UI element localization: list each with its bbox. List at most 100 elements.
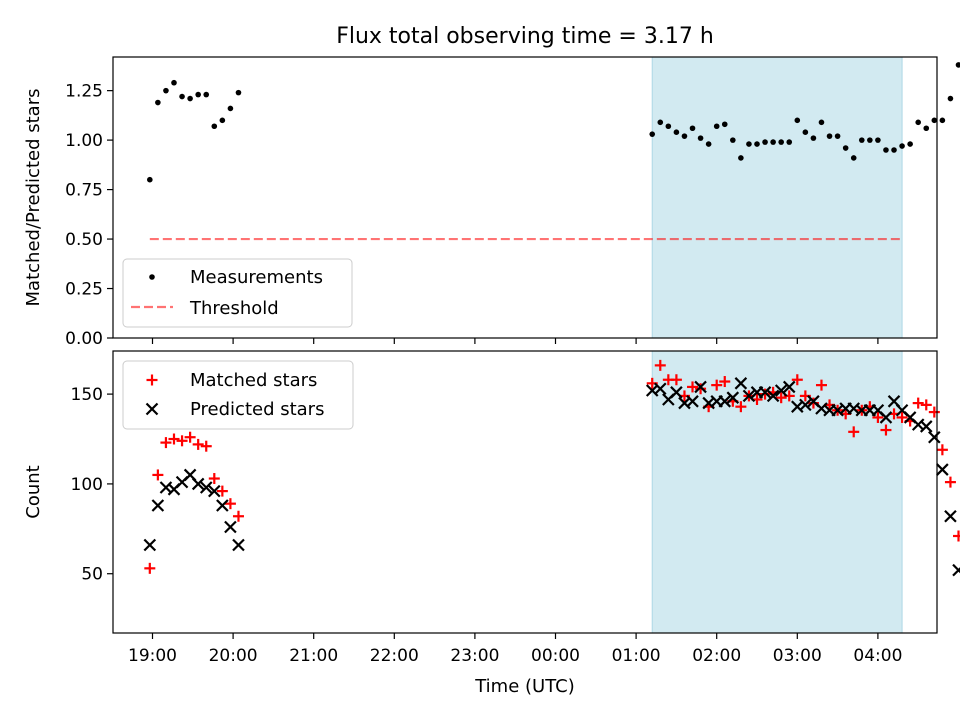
matched-star-point — [719, 376, 731, 388]
bottom-legend: Matched stars Predicted stars — [122, 360, 354, 430]
x-stroke-b — [742, 389, 756, 403]
predicted-star-point — [208, 484, 221, 498]
x-stroke-b — [903, 411, 917, 424]
bottom-x-tick-label: 23:00 — [450, 646, 499, 666]
x-stroke-b — [694, 380, 707, 394]
measurement-point — [705, 141, 712, 147]
chart-title: Flux total observing time = 3.17 h — [336, 24, 714, 49]
x-stroke-b — [654, 382, 667, 395]
measurement-point — [858, 137, 865, 143]
measurement-point — [649, 131, 656, 137]
bottom-y-axis-label: Count — [23, 465, 44, 518]
measurement-point — [195, 91, 201, 98]
bottom-panel: 50 100 150 19:00 20:00 21:00 22:00 23:00 00:00 0… — [23, 350, 960, 697]
matched-star-point — [176, 435, 188, 447]
bottom-x-tick-label: 04:00 — [853, 646, 902, 666]
predicted-star-point — [799, 398, 812, 412]
predicted-star-point — [232, 538, 245, 552]
bottom-y-axis: 50 100 150 — [71, 385, 113, 585]
matched-star-point — [896, 411, 908, 423]
matched-star-point — [670, 374, 682, 386]
top-x-ticks — [151, 338, 879, 344]
predicted-star-point — [151, 499, 165, 512]
matched-star-point — [936, 444, 948, 456]
predicted-star-point — [216, 499, 229, 512]
top-y-tick-label: 0.75 — [65, 181, 103, 201]
legend-x-glyph — [145, 402, 159, 416]
predicted-star-point — [766, 389, 780, 403]
measurement-point — [923, 125, 930, 132]
matched-star-point — [216, 485, 228, 497]
measurement-point — [794, 117, 801, 124]
x-stroke-b — [686, 395, 699, 408]
bottom-plot-frame — [112, 350, 938, 634]
x-stroke-b — [726, 391, 740, 404]
x-stroke-b — [645, 384, 659, 397]
top-plot-frame — [112, 56, 938, 339]
measurement-point — [875, 137, 881, 143]
top-y-axis-label: Matched/Predicted stars — [23, 89, 44, 307]
measurement-point — [665, 123, 672, 130]
predicted-star-point — [143, 538, 157, 552]
measurement-point — [818, 119, 825, 126]
measurement-point — [762, 139, 768, 145]
predicted-star-point — [879, 411, 893, 424]
legend-matched-marker — [146, 374, 158, 386]
x-stroke-b — [807, 395, 820, 408]
bottom-x-tick-label: 02:00 — [692, 646, 741, 666]
x-stroke-b — [928, 430, 941, 444]
predicted-star-point — [944, 509, 957, 523]
x-stroke-b — [879, 411, 893, 424]
measurement-point — [235, 89, 242, 96]
x-stroke-b — [151, 499, 165, 512]
measurement-point — [786, 139, 793, 145]
measurement-point — [163, 87, 169, 94]
measurement-point — [842, 145, 849, 151]
bottom-y-tick-label: 50 — [81, 565, 103, 585]
matched-star-point — [944, 476, 956, 488]
legend-predicted-marker — [145, 402, 159, 416]
matched-star-point — [711, 379, 723, 391]
measurement-point — [171, 79, 177, 86]
top-y-tick-label: 0.25 — [65, 280, 103, 300]
measurement-point — [915, 119, 921, 126]
matched-star-point — [208, 473, 220, 485]
x-stroke-b — [895, 403, 909, 417]
x-stroke-b — [678, 396, 691, 410]
predicted-stars-points — [143, 377, 960, 577]
matched-star-point — [192, 438, 204, 450]
top-y-axis: 0.00 0.25 0.50 0.75 1.00 1.25 — [65, 82, 113, 349]
matched-star-point — [695, 383, 707, 395]
predicted-star-point — [919, 420, 933, 433]
x-stroke-b — [143, 538, 157, 552]
x-stroke-b — [952, 567, 960, 577]
predicted-star-point — [694, 380, 707, 394]
matched-star-point — [654, 359, 666, 371]
matched-star-point — [928, 406, 940, 418]
matched-star-point — [168, 433, 180, 445]
x-stroke-b — [887, 395, 901, 408]
measurement-point — [730, 137, 736, 143]
measurement-point — [778, 139, 784, 145]
measurement-point — [187, 95, 193, 102]
predicted-star-point — [199, 481, 213, 494]
legend-measurements-label: Measurements — [190, 267, 323, 288]
measurement-point — [826, 133, 833, 139]
measurement-point — [867, 137, 873, 143]
matched-star-point — [152, 469, 164, 481]
top-legend: Measurements Threshold — [122, 258, 353, 328]
measurement-point — [931, 117, 938, 124]
bottom-x-tick-label: 19:00 — [128, 646, 177, 666]
predicted-star-point — [654, 382, 667, 395]
measurement-point — [891, 147, 897, 153]
matched-star-point — [184, 431, 196, 443]
bottom-x-tick-label: 03:00 — [773, 646, 822, 666]
top-y-tick-label: 1.00 — [65, 131, 103, 151]
x-stroke-b — [718, 395, 732, 408]
matched-star-point — [912, 397, 924, 409]
matched-star-point — [200, 440, 212, 452]
x-stroke-b — [208, 484, 221, 498]
measurement-point — [955, 62, 960, 68]
x-stroke-b — [936, 463, 949, 476]
predicted-star-point — [726, 391, 740, 404]
